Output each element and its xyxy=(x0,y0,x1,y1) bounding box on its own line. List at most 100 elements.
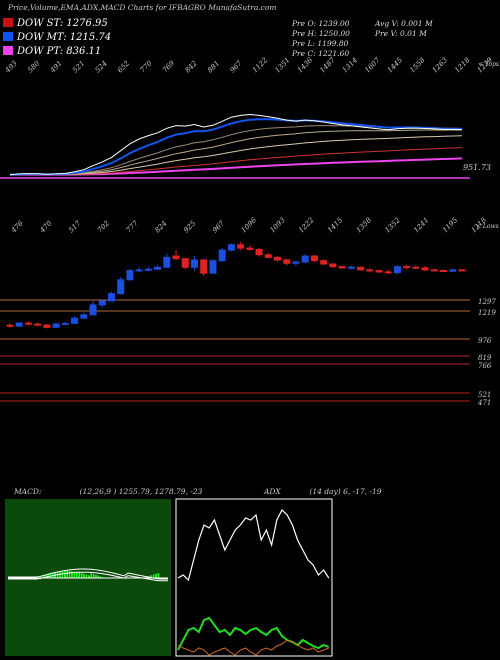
macd-line xyxy=(8,568,168,580)
macd-hist-bar xyxy=(78,572,80,578)
candle-body xyxy=(61,322,69,325)
low-tick-label: 1415 xyxy=(326,216,345,235)
candle-body xyxy=(449,269,457,272)
candle-body xyxy=(440,270,448,273)
top-tick-label: 652 xyxy=(116,59,131,74)
top-tick-label: 842 xyxy=(184,59,199,74)
top-tick-label: 1218 xyxy=(453,56,472,75)
macd-label: MACD: (12,26,9 ) 1255.79, 1278.79, -23 xyxy=(14,487,203,496)
low-tick-label: 1195 xyxy=(441,216,460,235)
top-tick-label: 1351 xyxy=(273,56,291,74)
low-tick-label: 1093 xyxy=(269,216,288,235)
adx-plus-di-line xyxy=(177,616,330,651)
top-tick-label: 524 xyxy=(94,59,109,74)
macd-hist-bar xyxy=(150,575,152,578)
candle-body xyxy=(144,268,152,271)
macd-hist-bar xyxy=(145,576,148,578)
pre-open: Pre O: 1239.00 xyxy=(292,19,350,28)
dow-pt-legend: DOW PT: 836.11 xyxy=(3,46,101,57)
top-tick-label: 769 xyxy=(161,59,176,74)
top-tick-label: 1607 xyxy=(363,56,382,75)
low-tick-label: 1352 xyxy=(384,216,403,235)
candle-body xyxy=(71,317,79,324)
candle-body xyxy=(329,263,337,268)
top-tick-label: 521 xyxy=(71,59,86,74)
candle-body xyxy=(255,248,263,256)
dow-st-legend: DOW ST: 1276.95 xyxy=(3,18,108,29)
macd-hist-bar xyxy=(64,571,66,578)
candle-body xyxy=(375,270,383,273)
low-tick-label: 1096 xyxy=(240,216,259,235)
ema-line-30 xyxy=(9,129,462,176)
ema-line-10 xyxy=(9,118,463,176)
candle-body xyxy=(89,304,97,316)
dow-st-label: DOW ST: 1276.95 xyxy=(17,18,108,29)
candle-body xyxy=(403,266,411,269)
candle-body xyxy=(246,247,254,250)
candle-body xyxy=(190,259,198,268)
macd-hist-bar xyxy=(73,571,76,578)
level-label: 766 xyxy=(478,362,492,370)
ema-value-label: 951.73 xyxy=(463,163,491,172)
candle-body xyxy=(292,261,300,264)
candle-body xyxy=(15,322,23,327)
candle-body xyxy=(421,267,429,271)
top-tick-label: 1122 xyxy=(251,56,270,75)
candle-body xyxy=(384,271,392,274)
dow-pt-label: DOW PT: 836.11 xyxy=(17,46,102,57)
lows-corner-label: < Lows xyxy=(476,223,499,230)
candle-body xyxy=(366,269,374,272)
avg-volume: Avg V: 0.001 M xyxy=(375,19,433,28)
candle-body xyxy=(310,255,318,262)
top-tick-label: 491 xyxy=(48,59,64,75)
candle-body xyxy=(347,266,355,269)
candle-body xyxy=(163,256,171,268)
low-tick-label: 470 xyxy=(38,219,54,235)
macd-hist-bar xyxy=(76,571,78,578)
candle-body xyxy=(126,270,134,281)
low-tick-label: 1241 xyxy=(412,216,430,234)
macd-hist-bar xyxy=(71,571,73,578)
low-tick-label: 824 xyxy=(154,219,169,234)
dow-mt-label: DOW MT: 1215.74 xyxy=(17,32,112,43)
candle-body xyxy=(80,314,88,319)
top-tick-label: 967 xyxy=(229,59,244,74)
adx-minus-di-line xyxy=(177,639,329,656)
level-label: 1219 xyxy=(478,309,496,317)
candle-body xyxy=(412,266,420,269)
low-tick-label: 967 xyxy=(211,219,226,234)
macd-hist-bar xyxy=(68,571,71,578)
macd-hist-bar xyxy=(42,576,44,578)
pre-low: Pre L: 1199.80 xyxy=(292,39,349,48)
candle-body xyxy=(283,259,291,264)
low-tick-label: 476 xyxy=(9,219,25,235)
adx-line xyxy=(177,509,330,582)
candle-body xyxy=(24,322,32,325)
candle-body xyxy=(200,259,208,274)
top-tick-label: 1487 xyxy=(318,56,337,75)
pre-high: Pre H: 1250.00 xyxy=(292,29,350,38)
macd-hist-bar xyxy=(83,573,85,578)
level-label: 819 xyxy=(478,354,492,362)
low-tick-label: 517 xyxy=(67,219,82,234)
candle-body xyxy=(274,256,282,261)
tops-corner-label: < Tops xyxy=(478,61,499,68)
macd-hist-bar xyxy=(88,575,90,578)
candle-body xyxy=(227,244,235,251)
candle-body xyxy=(34,323,42,326)
macd-hist-bar xyxy=(61,571,64,578)
top-tick-label: 493 xyxy=(3,59,19,75)
low-tick-label: 1358 xyxy=(355,216,374,235)
chart-title: Price,Volume,EMA,ADX,MACD Charts for IFB… xyxy=(8,3,277,12)
macd-hist-bar xyxy=(152,574,155,578)
candle-body xyxy=(430,269,438,272)
dow-st-swatch xyxy=(3,18,13,27)
candle-body xyxy=(338,266,346,269)
macd-hist-bar xyxy=(92,574,95,578)
macd-hist-bar xyxy=(80,573,83,578)
top-tick-label: 1436 xyxy=(296,56,315,75)
top-tick-label: 1445 xyxy=(386,56,405,75)
candle-body xyxy=(43,324,51,328)
